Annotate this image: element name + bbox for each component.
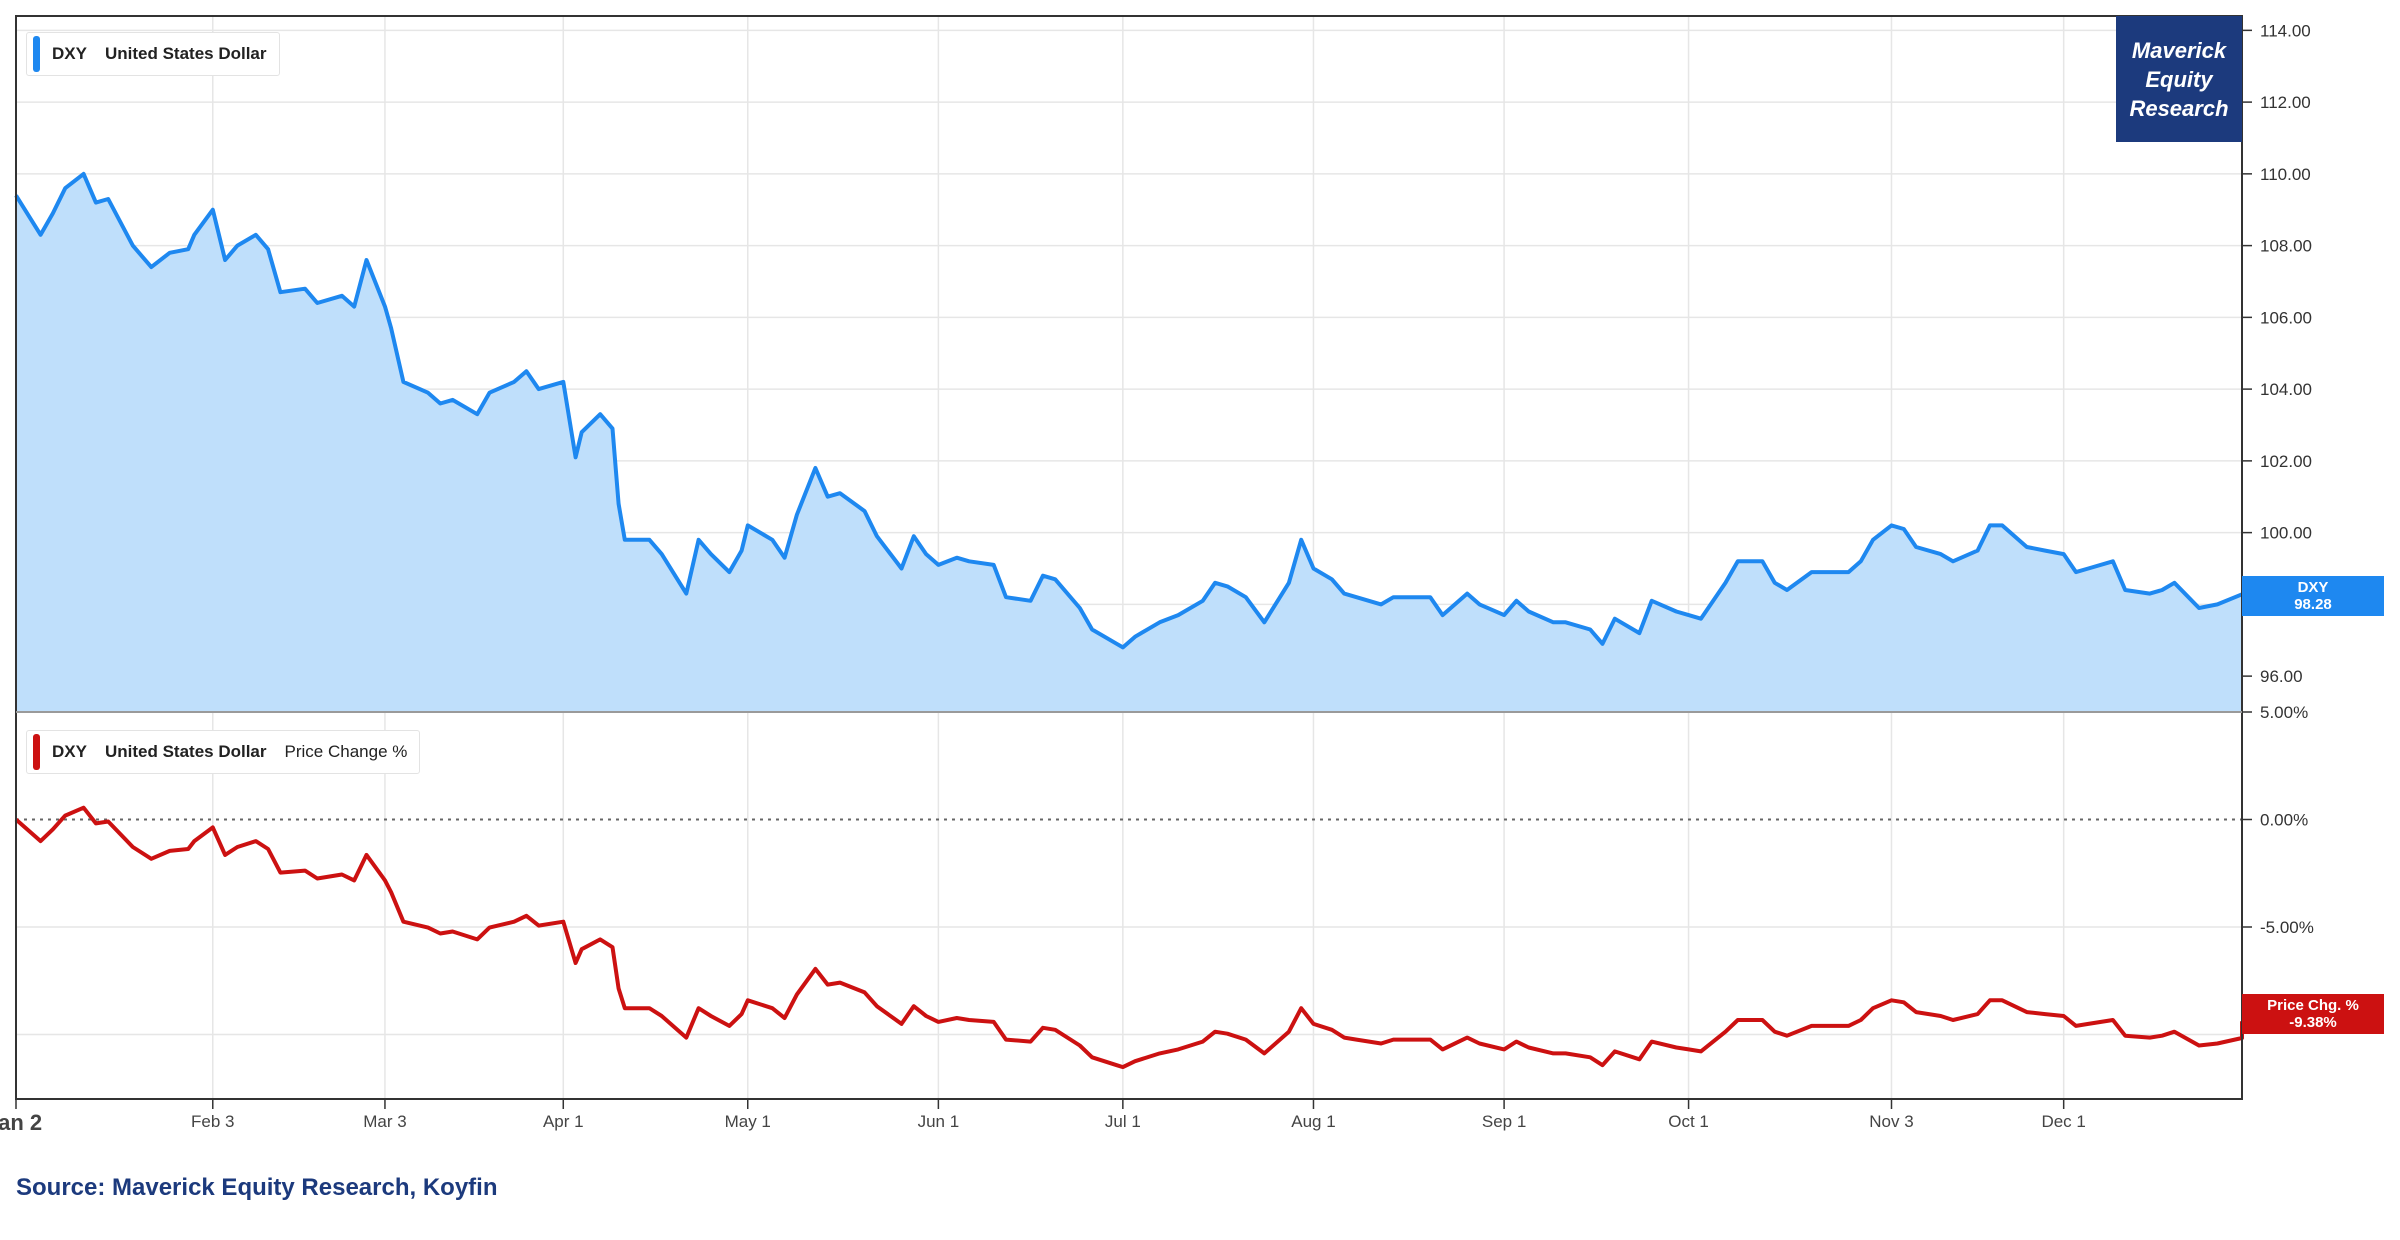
x-tick-label: Dec 1 xyxy=(2041,1112,2085,1131)
x-tick-label: Nov 3 xyxy=(1869,1112,1913,1131)
bottom-y-tick-label: -5.00% xyxy=(2260,918,2314,937)
top-y-tick-label: 104.00 xyxy=(2260,380,2312,399)
price-change-line xyxy=(14,805,2244,1070)
top-y-tick-label: 114.00 xyxy=(2260,21,2311,40)
x-tick-label: Apr 1 xyxy=(543,1112,584,1131)
source-caption: Source: Maverick Equity Research, Koyfin xyxy=(16,1174,498,1201)
bottom-legend-metric: Price Change % xyxy=(284,742,408,761)
top-y-tick-label: 110.00 xyxy=(2260,165,2311,184)
logo-line-1: Maverick xyxy=(2131,37,2227,63)
top-tag-label: DXY xyxy=(2297,579,2329,596)
bottom-y-tick-label: 0.00% xyxy=(2260,811,2308,830)
x-tick-label: Jan 2 xyxy=(0,1110,42,1135)
bottom-y-tick-label: 5.00% xyxy=(2260,703,2308,722)
top-y-tick-label: 96.00 xyxy=(2260,667,2303,686)
x-tick-label: Oct 1 xyxy=(1668,1112,1709,1131)
bottom-tag-label: Price Chg. % xyxy=(2267,997,2359,1014)
x-tick-label: Sep 1 xyxy=(1482,1112,1526,1131)
bottom-tag-value: -9.38% xyxy=(2289,1014,2337,1031)
plot-frame xyxy=(15,15,2243,1100)
x-tick-label: Mar 3 xyxy=(363,1112,406,1131)
top-tag-value: 98.28 xyxy=(2294,596,2332,613)
top-legend[interactable]: DXY United States Dollar xyxy=(26,32,280,76)
top-y-tick-label: 102.00 xyxy=(2260,452,2312,471)
top-y-tick-label: 112.00 xyxy=(2260,93,2311,112)
top-y-tick-label: 108.00 xyxy=(2260,237,2312,256)
x-tick-label: Jun 1 xyxy=(918,1112,960,1131)
bottom-legend-color-swatch xyxy=(33,734,40,770)
bottom-legend[interactable]: DXY United States Dollar Price Change % xyxy=(26,730,421,774)
price-line xyxy=(14,171,2243,650)
top-legend-color-swatch xyxy=(33,36,40,72)
x-tick-label: Jul 1 xyxy=(1105,1112,1141,1131)
maverick-logo: Maverick Equity Research xyxy=(2116,16,2242,142)
top-y-tick-label: 106.00 xyxy=(2260,308,2312,327)
top-y-tick-label: 100.00 xyxy=(2260,524,2312,543)
bottom-legend-name: United States Dollar xyxy=(104,742,267,761)
top-legend-name: United States Dollar xyxy=(104,44,267,63)
x-tick-label: Feb 3 xyxy=(191,1112,234,1131)
top-legend-ticker: DXY xyxy=(52,44,87,63)
x-tick-label: Aug 1 xyxy=(1291,1112,1335,1131)
top-last-value-tag: DXY 98.28 xyxy=(2242,576,2384,616)
x-tick-label: May 1 xyxy=(725,1112,771,1131)
logo-line-2: Equity xyxy=(2145,66,2213,92)
price-area xyxy=(16,173,2242,712)
bottom-last-value-tag: Price Chg. % -9.38% xyxy=(2242,994,2384,1034)
bottom-legend-ticker: DXY xyxy=(52,742,87,761)
logo-line-3: Research xyxy=(2129,95,2229,121)
